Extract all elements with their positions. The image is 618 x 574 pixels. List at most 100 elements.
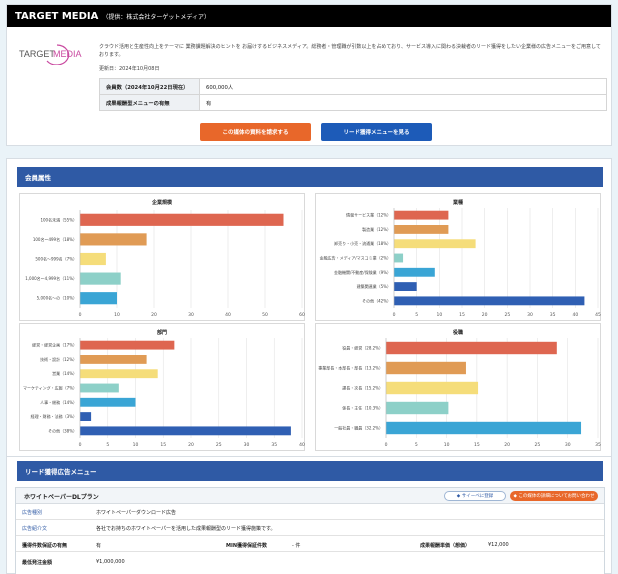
bar [394,239,476,249]
x-tick-label: 40 [225,312,231,318]
x-tick-label: 0 [79,312,82,318]
bar [386,361,466,375]
chart-title: 役職 [452,330,463,336]
category-label: 役員・経営（28.2%） [342,345,383,351]
plan-row-key: 広告種別 [22,509,43,516]
register-tag-button[interactable]: ◆ サイーベに登録 [444,491,506,501]
category-label: 人事・総務（14%） [40,399,77,405]
info-key: 成果報酬型メニューの有無 [99,94,200,111]
info-value: 有 [199,94,607,111]
x-tick-label: 0 [79,442,82,448]
category-label: その他（38%） [48,427,77,433]
bar [80,292,117,305]
chart-panel-industry: 業種 0 5 10 15 20 25 30 35 40 45 情報サービス業（12%） 製造業（12%… [315,193,601,321]
bar [80,383,119,393]
category-label: 建築関連業（5%） [357,283,391,289]
unit-price-label: 成果報酬単価（想価） [420,543,471,549]
bar [80,213,284,226]
x-tick-label: 25 [504,312,510,318]
category-label: 情報サービス業（12%） [346,212,391,218]
bar [394,253,404,263]
x-tick-label: 0 [385,442,388,448]
min-order-label: 最低発注金額 [22,560,53,566]
x-tick-label: 25 [216,442,222,448]
bar [394,225,449,234]
category-label: 課長・次長（15.2%） [342,385,383,391]
chart-svg: 0 5 10 15 20 25 30 35 40 経営・経営企画（17%） 技術・設計（12%） 営業… [23,338,305,448]
x-tick-label: 35 [550,312,556,318]
x-tick-label: 30 [188,312,194,318]
x-tick-label: 15 [474,442,480,448]
bar [80,340,175,350]
x-tick-label: 35 [271,442,277,448]
category-label: 100名〜499名（18%） [33,236,77,242]
x-tick-label: 10 [114,312,120,318]
x-tick-label: 20 [504,442,510,448]
category-label: 係長・主任（10.3%） [342,405,383,411]
updated-date: 更新日：2024年10月08日 [99,66,160,72]
bar [80,252,106,266]
info-key: 会員数（2024年10月22日現在） [99,78,200,95]
bar [80,272,121,285]
category-label: その他（42%） [362,297,391,303]
category-label: 500名〜999名（7%） [35,256,77,262]
category-label: 一般社員・職員（32.2%） [334,425,383,431]
member-attributes-heading: 会員属性 [17,167,603,187]
category-label: 経理・財務・法務（3%） [31,413,77,419]
bar [386,421,582,435]
x-tick-label: 35 [595,442,601,448]
chart-svg: 0 5 10 15 20 25 30 35 40 45 情報サービス業（12%） 製造業（12%） 卸売… [320,208,601,318]
view-lead-menu-button[interactable]: リード獲得メニューを見る [321,123,432,141]
x-tick-label: 10 [444,442,450,448]
bar [80,397,136,407]
member-attributes-card: 会員属性 企業規模 0 10 20 30 40 50 60 100名未満（55%） 100名〜4… [6,158,612,458]
x-tick-label: 40 [572,312,578,318]
bar [394,282,417,291]
chart-panel-position: 役職 0 5 10 15 20 25 30 35 役員・経営（28.2%） 事業部長・本部長・部長… [315,323,601,451]
category-label: 技術・設計（12%） [40,356,77,362]
category-label: 100名未満（55%） [40,216,77,222]
category-label: 卸売り・小売・流通業（18%） [334,240,391,246]
x-tick-label: 50 [262,312,268,318]
bar [394,296,585,306]
chart-svg: 0 10 20 30 40 50 60 100名未満（55%） 100名〜499名（18%） 50… [25,210,305,318]
category-label: 1,000名〜4,999名（11%） [25,275,77,281]
guarantee-label: 獲得件数保証の有無 [22,543,68,549]
lead-menu-card: リード獲得広告メニュー ホワイトペーパーDLプラン ◆ サイーベに登録 ◆ この… [6,456,612,574]
media-operator: （提供：株式会社ターゲットメディア） [102,13,210,21]
chart-svg: 0 5 10 15 20 25 30 35 役員・経営（28.2%） 事業部長・本部長・部長（13… [318,338,601,448]
plan-header: ホワイトペーパーDLプラン ◆ サイーベに登録 ◆ この媒体の詳細についてお問い… [16,488,604,504]
inquiry-tag-button[interactable]: ◆ この媒体の詳細についてお問い合わせ [510,491,598,501]
info-value: 600,000人 [199,78,607,95]
bar [80,355,147,364]
x-tick-label: 5 [415,312,418,318]
lead-menu-heading: リード獲得広告メニュー [17,461,603,481]
x-tick-label: 25 [535,442,541,448]
x-tick-label: 60 [299,312,305,318]
x-tick-label: 45 [595,312,601,318]
bar [394,267,435,277]
plan-title: ホワイトペーパーDLプラン [24,494,99,501]
plan-row-guarantee [16,537,604,552]
chart-panel-department: 部門 0 5 10 15 20 25 30 35 40 経営・経営企画（17%） 技術・設計（12%… [19,323,305,451]
bar [394,210,449,220]
media-logo: TARGET MEDIA [17,41,89,66]
plan-box: ホワイトペーパーDLプラン ◆ サイーベに登録 ◆ この媒体の詳細についてお問い… [15,487,605,574]
info-row: 会員数（2024年10月22日現在） 600,000人 [99,78,607,95]
chart-title: 企業規模 [151,200,172,206]
category-label: 事業部長・本部長・部長（13.2%） [318,365,383,371]
request-document-button[interactable]: この媒体の資料を請求する [200,123,311,141]
x-tick-label: 15 [160,442,166,448]
x-tick-label: 5 [106,442,109,448]
category-label: 製造業（12%） [362,226,391,232]
bar [80,369,158,379]
x-tick-label: 0 [393,312,396,318]
x-tick-label: 30 [527,312,533,318]
x-tick-label: 15 [459,312,465,318]
x-tick-label: 30 [565,442,571,448]
info-row: 成果報酬型メニューの有無 有 [99,94,607,111]
bar [80,233,147,246]
plan-row-ad-type: 広告種別 ホワイトペーパーダウンロード広告 [16,505,604,520]
category-label: 営業（14%） [52,370,77,376]
